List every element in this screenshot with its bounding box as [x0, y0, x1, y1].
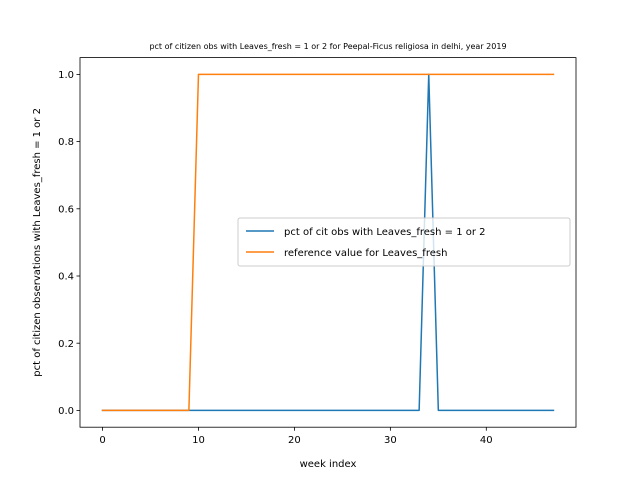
- series-line-1: [101, 73, 555, 412]
- plot-frame: [79, 57, 577, 428]
- legend: pct of cit obs with Leaves_fresh = 1 or …: [237, 217, 571, 267]
- x-tick-label: 30: [384, 435, 397, 446]
- y-tick-label: 0.2: [58, 339, 74, 350]
- x-axis: 0 10 20 30 40: [99, 427, 493, 446]
- legend-label-leaves-fresh-pct: pct of cit obs with Leaves_fresh = 1 or …: [284, 227, 486, 238]
- x-tick-label: 40: [480, 435, 493, 446]
- series-layer: [101, 73, 555, 412]
- y-tick-label: 0.8: [58, 137, 74, 148]
- y-tick-label: 0.6: [58, 204, 74, 215]
- legend-box: [237, 217, 571, 267]
- x-tick-label: 20: [288, 435, 301, 446]
- y-tick-label: 0.4: [58, 272, 74, 283]
- x-axis-label: week index: [300, 459, 357, 470]
- y-axis: 0.0 0.2 0.4 0.6 0.8 1.0: [58, 70, 80, 417]
- y-tick-label: 0.0: [58, 406, 74, 417]
- x-tick-label: 10: [192, 435, 205, 446]
- legend-label-reference-value: reference value for Leaves_fresh: [284, 248, 447, 259]
- x-tick-label: 0: [99, 435, 105, 446]
- chart-title: pct of citizen obs with Leaves_fresh = 1…: [149, 42, 506, 51]
- y-tick-label: 1.0: [58, 70, 74, 81]
- y-axis-label: pct of citizen observations with Leaves_…: [32, 108, 43, 377]
